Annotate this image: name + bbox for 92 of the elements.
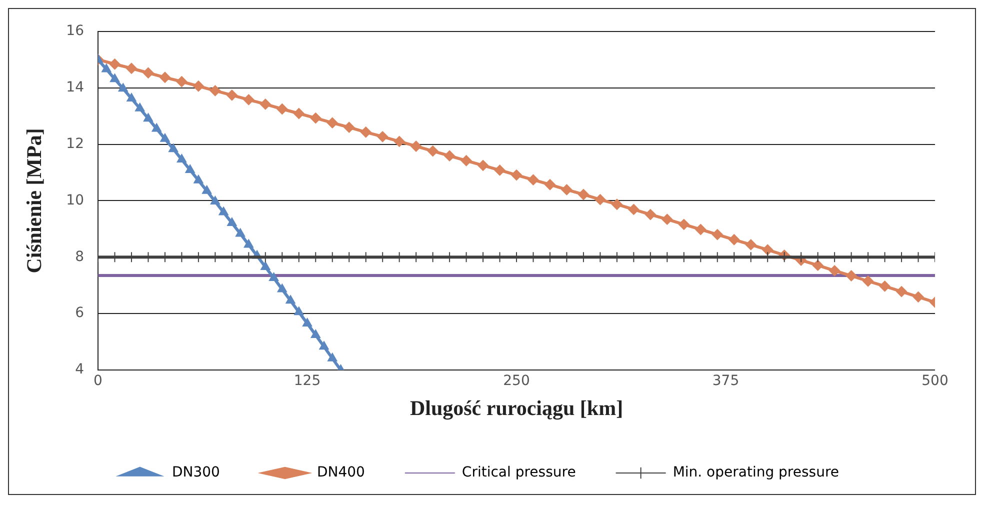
point bbox=[319, 341, 329, 350]
point bbox=[218, 206, 228, 216]
point bbox=[135, 102, 145, 112]
x-tick-label: 375 bbox=[712, 373, 740, 390]
point bbox=[160, 133, 170, 142]
point bbox=[394, 136, 405, 147]
x-axis-title: Dlugość rurociągu [km] bbox=[410, 396, 624, 420]
point bbox=[294, 306, 304, 316]
point bbox=[444, 150, 456, 162]
y-tick-label: 6 bbox=[75, 305, 84, 322]
point bbox=[712, 229, 723, 240]
point bbox=[528, 174, 539, 186]
y-tick-label: 8 bbox=[75, 248, 84, 265]
point bbox=[110, 74, 120, 82]
y-tick-label: 16 bbox=[66, 23, 84, 40]
point bbox=[268, 272, 279, 282]
y-axis-title: Ciśnienie [MPa] bbox=[22, 128, 46, 274]
point bbox=[377, 131, 388, 142]
point bbox=[344, 122, 355, 133]
point bbox=[678, 218, 690, 230]
point bbox=[185, 164, 195, 173]
point bbox=[159, 72, 170, 83]
point bbox=[644, 209, 656, 220]
point bbox=[326, 117, 338, 128]
point bbox=[152, 123, 162, 132]
point bbox=[762, 244, 774, 256]
point bbox=[478, 160, 489, 171]
point bbox=[210, 85, 221, 96]
point bbox=[896, 286, 908, 298]
point bbox=[126, 62, 137, 74]
legend-label: Min. operating pressure bbox=[672, 464, 840, 481]
point bbox=[611, 198, 622, 210]
point bbox=[210, 196, 220, 205]
point bbox=[302, 318, 312, 326]
point bbox=[286, 295, 296, 304]
point bbox=[561, 184, 572, 196]
point bbox=[310, 330, 320, 338]
x-tick-label: 250 bbox=[503, 373, 530, 390]
legend-label: DN400 bbox=[316, 464, 365, 481]
x-tick-label: 0 bbox=[94, 373, 102, 390]
point bbox=[168, 144, 178, 152]
point bbox=[176, 76, 188, 88]
point bbox=[142, 67, 154, 78]
point bbox=[728, 234, 740, 246]
point bbox=[912, 291, 924, 302]
point bbox=[628, 204, 640, 215]
point bbox=[829, 265, 840, 276]
point bbox=[126, 93, 136, 102]
point bbox=[879, 280, 890, 292]
y-tick-label: 4 bbox=[75, 362, 84, 378]
point bbox=[226, 90, 238, 101]
point bbox=[310, 112, 322, 124]
point bbox=[277, 284, 287, 292]
point bbox=[243, 94, 254, 106]
point bbox=[544, 179, 556, 190]
point bbox=[427, 146, 438, 157]
point bbox=[846, 270, 857, 282]
point bbox=[260, 98, 271, 110]
point bbox=[410, 140, 422, 152]
point bbox=[360, 126, 372, 138]
point bbox=[260, 262, 270, 270]
point bbox=[143, 113, 154, 122]
x-tick-label: 500 bbox=[922, 373, 948, 390]
point bbox=[460, 155, 472, 166]
point bbox=[578, 188, 589, 200]
point bbox=[192, 80, 204, 92]
point bbox=[494, 164, 506, 176]
y-tick-label: 14 bbox=[66, 79, 84, 96]
legend-label: Critical pressure bbox=[462, 464, 576, 481]
point bbox=[102, 64, 112, 72]
point bbox=[745, 239, 756, 250]
point bbox=[812, 260, 824, 271]
point bbox=[109, 58, 120, 70]
point bbox=[244, 239, 254, 248]
point bbox=[276, 103, 288, 114]
point bbox=[202, 185, 212, 194]
point bbox=[328, 352, 338, 362]
y-tick-label: 10 bbox=[66, 192, 84, 208]
point bbox=[511, 170, 522, 181]
point bbox=[118, 83, 128, 92]
y-tick-label: 12 bbox=[66, 136, 84, 152]
x-tick-label: 125 bbox=[294, 373, 321, 390]
point bbox=[227, 217, 237, 226]
point bbox=[862, 276, 874, 287]
point bbox=[176, 154, 187, 163]
point bbox=[293, 108, 304, 120]
point bbox=[695, 224, 706, 235]
point bbox=[235, 228, 246, 237]
point bbox=[662, 214, 673, 225]
point bbox=[594, 194, 606, 206]
point bbox=[194, 174, 204, 184]
legend-label: DN300 bbox=[172, 464, 220, 481]
